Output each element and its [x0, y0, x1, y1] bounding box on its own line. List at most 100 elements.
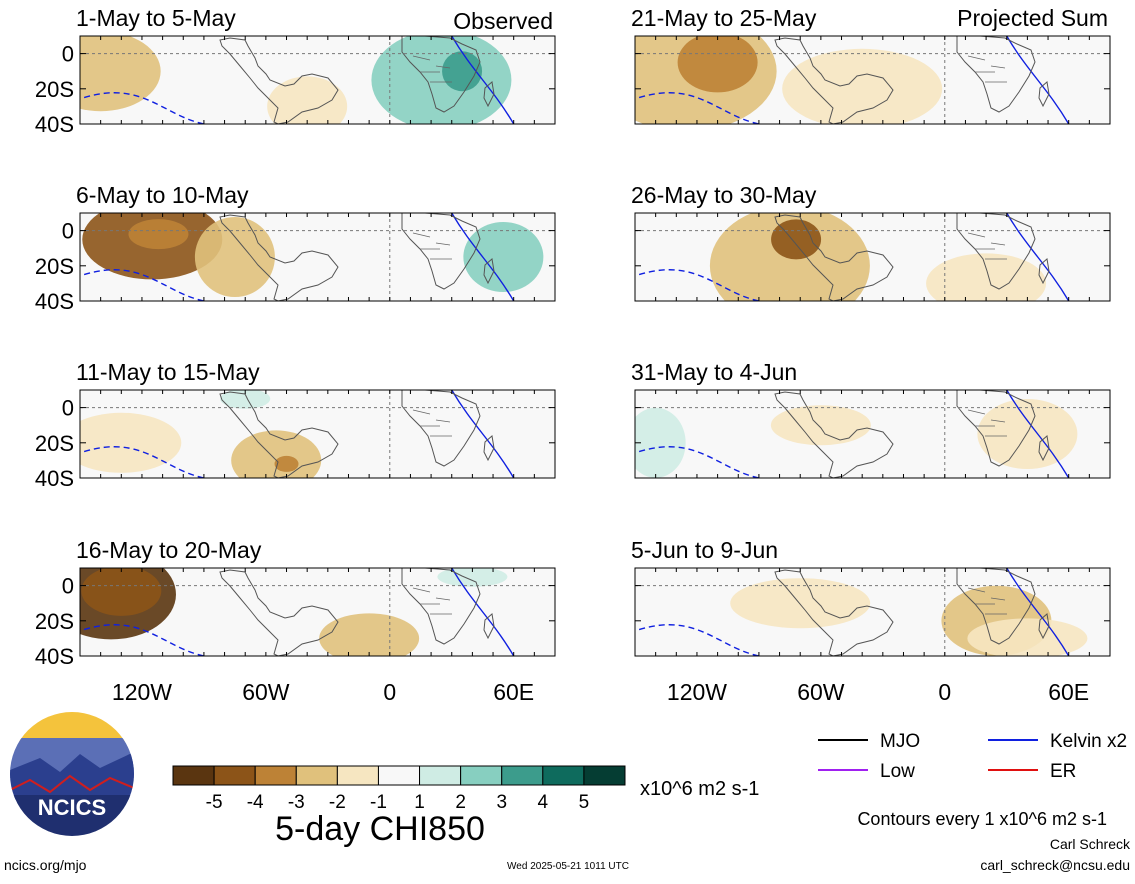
- latitude-label: 40S: [35, 289, 74, 314]
- latitude-label: 40S: [35, 466, 74, 491]
- panel-title: 6-May to 10-May: [76, 182, 249, 208]
- latitude-label: 0: [62, 219, 74, 244]
- latitude-label: 20S: [35, 77, 74, 102]
- anomaly-shading: [128, 219, 189, 250]
- latitude-label: 40S: [35, 644, 74, 669]
- anomaly-shading: [274, 455, 299, 472]
- colorbar-tick-label: 1: [414, 792, 425, 813]
- contours-note: Contours every 1 x10^6 m2 s-1: [857, 809, 1107, 829]
- panel-border: [634, 389, 1111, 479]
- colorbar-tick-label: 4: [538, 792, 549, 813]
- latitude-label: 20S: [35, 431, 74, 456]
- map-panel: 21-May to 25-May Projected Sum: [631, 5, 1111, 125]
- contour-line: [83, 92, 205, 124]
- colorbar-swatch: [172, 765, 215, 786]
- contour-line: [451, 390, 515, 478]
- anomaly-shading: [80, 412, 182, 473]
- author-email: carl_schreck@ncsu.edu: [980, 857, 1130, 873]
- colorbar-units: x10^6 m2 s-1: [640, 778, 759, 800]
- longitude-label: 60W: [242, 679, 290, 705]
- panel-border: [634, 212, 1111, 302]
- map-panel: 1-May to 5-May Observed 0 20S 40S: [35, 5, 556, 137]
- longitude-label: 120W: [667, 679, 727, 705]
- colorbar-tick-label: -1: [370, 792, 387, 813]
- panel-title: 21-May to 25-May: [631, 5, 817, 31]
- panel-border: [79, 567, 556, 657]
- author-name: Carl Schreck: [1050, 836, 1131, 852]
- legend-label: Kelvin x2: [1050, 731, 1127, 752]
- latitude-label: 0: [62, 42, 74, 67]
- map-panel: 5-Jun to 9-Jun 120W 60W 0 60E: [631, 537, 1111, 705]
- panel-border: [79, 389, 556, 479]
- colorbar-tick-label: 2: [455, 792, 466, 813]
- colorbar-swatch: [419, 765, 462, 786]
- contour-line: [638, 92, 760, 124]
- longitude-label: 60W: [797, 679, 845, 705]
- contour-line: [1006, 568, 1070, 656]
- panel-title: 26-May to 30-May: [631, 182, 817, 208]
- legend-label: Low: [880, 761, 915, 782]
- anomaly-shading: [926, 253, 1047, 301]
- ncics-logo: NCICS: [10, 712, 134, 836]
- panel-border: [79, 212, 556, 302]
- longitude-label: 60E: [493, 679, 534, 705]
- colorbar-tick-label: 3: [496, 792, 507, 813]
- colorbar-swatch: [213, 765, 256, 786]
- contour-line: [451, 213, 515, 301]
- contour-line: [638, 624, 760, 656]
- contour-line: [638, 446, 760, 478]
- anomaly-shading: [782, 48, 943, 124]
- contour-line: [83, 624, 205, 656]
- ncics-logo-text: NCICS: [38, 795, 106, 820]
- latitude-label: 20S: [35, 254, 74, 279]
- anomaly-shading: [194, 217, 275, 297]
- longitude-label: 0: [383, 679, 396, 705]
- anomaly-shading: [770, 405, 871, 446]
- map-panel: 31-May to 4-Jun: [631, 359, 1111, 479]
- panel-title: 16-May to 20-May: [76, 537, 262, 563]
- colorbar-swatch: [377, 765, 421, 786]
- anomaly-shading: [967, 618, 1088, 656]
- panel-title: 31-May to 4-Jun: [631, 359, 797, 385]
- latitude-label: 20S: [35, 609, 74, 634]
- colorbar-swatch: [542, 765, 585, 786]
- anomaly-shading: [635, 407, 686, 478]
- colorbar-tick-label: 5: [579, 792, 590, 813]
- colorbar-swatch: [583, 765, 626, 786]
- anomaly-shading: [977, 399, 1078, 469]
- longitude-label: 0: [938, 679, 951, 705]
- contour-line: [83, 446, 205, 478]
- observed-label: Observed: [453, 8, 553, 34]
- colorbar-tick-label: -5: [206, 792, 223, 813]
- anomaly-shading: [371, 36, 512, 124]
- legend-label: ER: [1050, 761, 1076, 782]
- contour-line: [1006, 213, 1070, 301]
- latitude-label: 40S: [35, 112, 74, 137]
- latitude-label: 0: [62, 396, 74, 421]
- panel-title: 1-May to 5-May: [76, 5, 236, 31]
- anomaly-shading: [80, 36, 161, 112]
- anomaly-shading: [319, 613, 420, 656]
- anomaly-shading: [677, 36, 758, 93]
- longitude-label: 120W: [112, 679, 172, 705]
- panel-border: [634, 567, 1111, 657]
- contour-line: [451, 36, 515, 124]
- anomaly-shading: [442, 51, 483, 92]
- panel-title: 5-Jun to 9-Jun: [631, 537, 778, 563]
- colorbar-swatch: [460, 765, 503, 786]
- panel-title: 11-May to 15-May: [76, 359, 260, 385]
- colorbar-swatch: [295, 765, 338, 786]
- colorbar-swatch: [336, 765, 379, 786]
- colorbar-title: 5-day CHI850: [275, 810, 485, 848]
- projected-label: Projected Sum: [957, 5, 1108, 31]
- contour-line: [1006, 36, 1070, 124]
- footer-timestamp: Wed 2025-05-21 1011 UTC: [507, 861, 629, 872]
- panel-border: [634, 35, 1111, 125]
- colorbar-swatch: [501, 765, 544, 786]
- legend-label: MJO: [880, 731, 920, 752]
- anomaly-shading: [231, 430, 322, 478]
- contour-line: [451, 568, 515, 656]
